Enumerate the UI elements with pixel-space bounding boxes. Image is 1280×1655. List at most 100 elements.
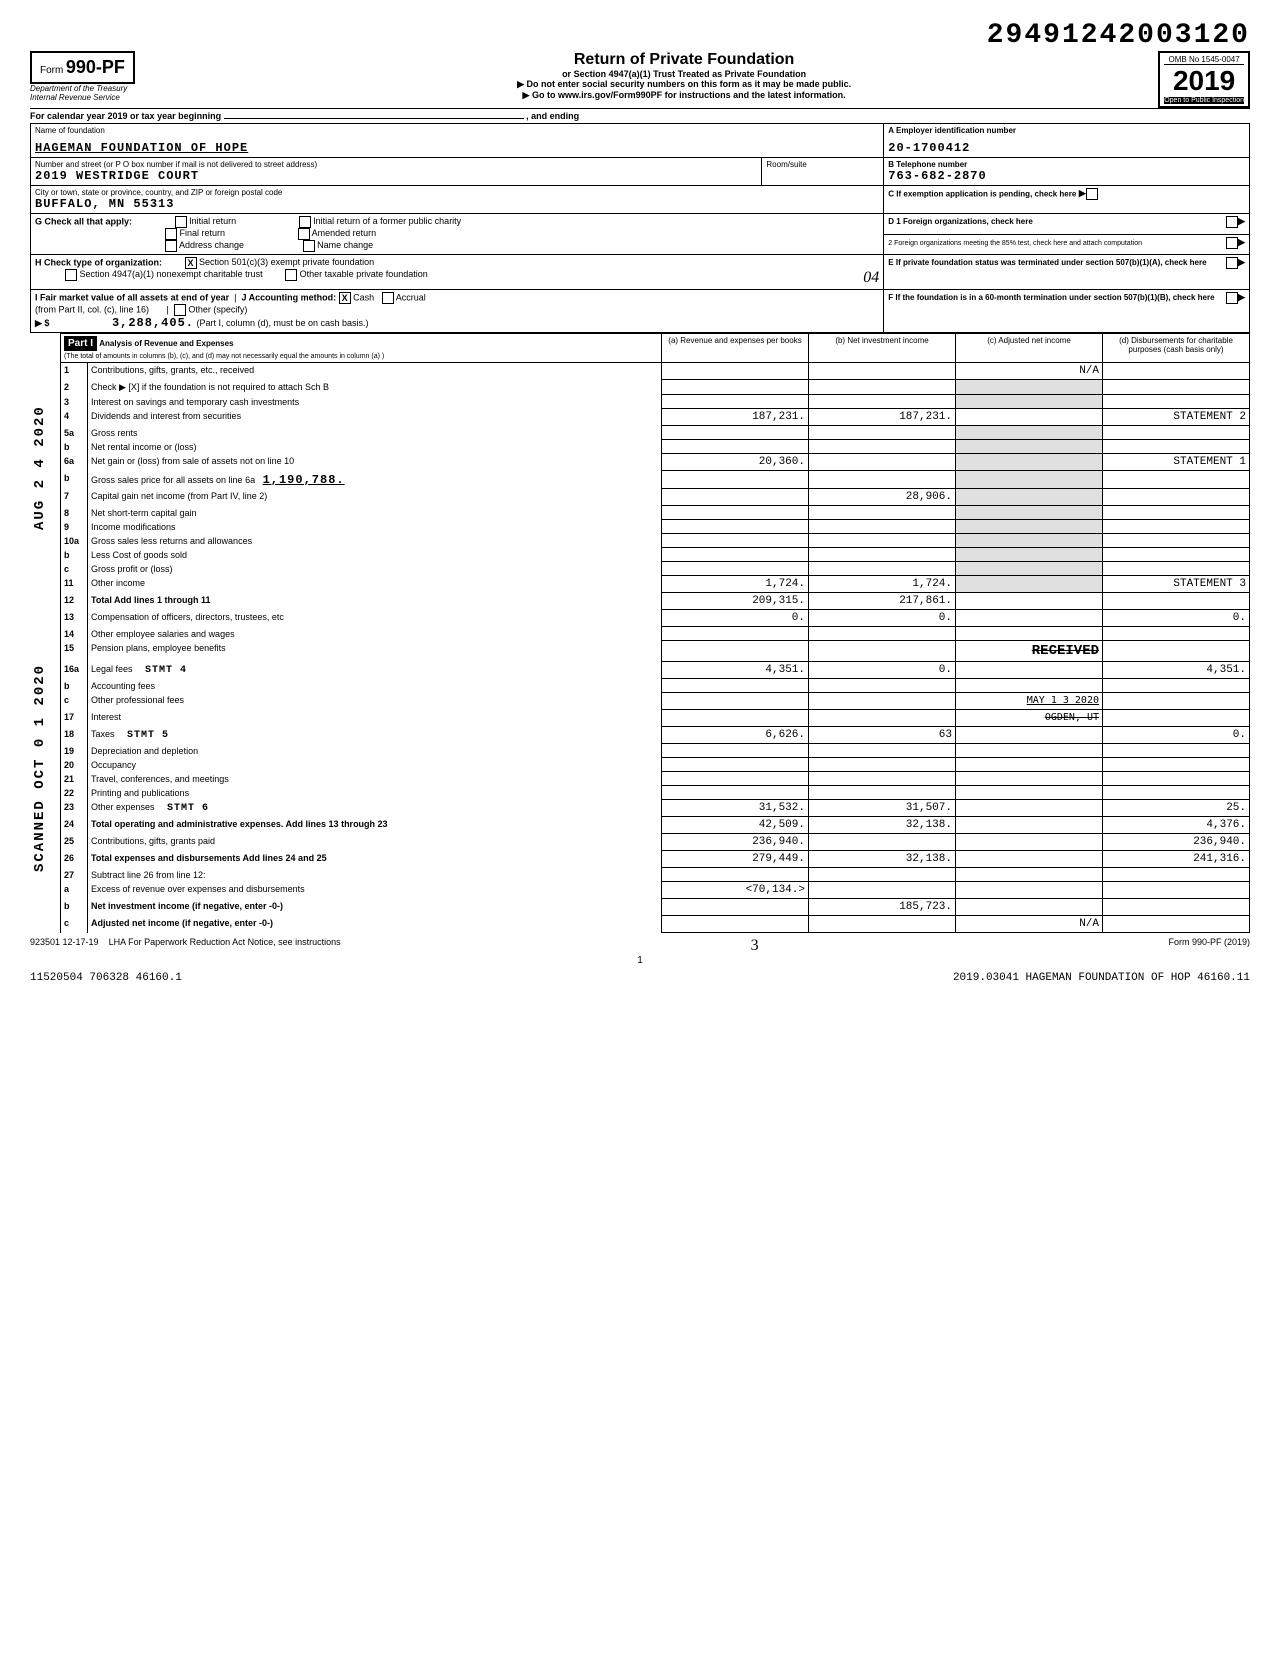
h-501c3-label: Section 501(c)(3) exempt private foundat… — [199, 257, 374, 267]
initial-former-label: Initial return of a former public charit… — [313, 216, 461, 226]
j-accrual-checkbox[interactable] — [382, 292, 394, 304]
part1-table: Part I Analysis of Revenue and Expenses … — [60, 333, 1250, 933]
inspection-label: Open to Public Inspection — [1164, 97, 1244, 104]
c-label: C If exemption application is pending, c… — [888, 189, 1076, 198]
instruction-2: ▶ Go to www.irs.gov/Form990PF for instru… — [210, 90, 1158, 101]
table-row: 7Capital gain net income (from Part IV, … — [61, 489, 1250, 506]
table-row: 10aGross sales less returns and allowanc… — [61, 534, 1250, 548]
initial-former-checkbox[interactable] — [299, 216, 311, 228]
table-row: 19Depreciation and depletion — [61, 744, 1250, 758]
calendar-ending-label: , and ending — [526, 111, 579, 121]
table-row: 3Interest on savings and temporary cash … — [61, 395, 1250, 409]
form-number: 990-PF — [66, 57, 125, 77]
form-label: Form — [40, 65, 63, 76]
d2-checkbox[interactable] — [1226, 237, 1238, 249]
name-change-checkbox[interactable] — [303, 240, 315, 252]
h-other-checkbox[interactable] — [285, 269, 297, 281]
d1-label: D 1 Foreign organizations, check here — [888, 217, 1032, 226]
addr-change-label: Address change — [179, 240, 244, 250]
h-4947-checkbox[interactable] — [65, 269, 77, 281]
i-value: 3,288,405. — [112, 316, 194, 330]
d1-checkbox[interactable] — [1226, 216, 1238, 228]
form-number-box: Form 990-PF — [30, 51, 135, 84]
final-return-label: Final return — [180, 228, 226, 238]
phone-label: B Telephone number — [888, 160, 1245, 169]
city-label: City or town, state or province, country… — [35, 188, 879, 197]
f-checkbox[interactable] — [1226, 292, 1238, 304]
table-row: bLess Cost of goods sold — [61, 548, 1250, 562]
dept-irs: Internal Revenue Service — [30, 93, 210, 102]
h-4947-label: Section 4947(a)(1) nonexempt charitable … — [80, 269, 263, 279]
table-row: 4Dividends and interest from securities1… — [61, 409, 1250, 426]
j-cash-checkbox[interactable]: X — [339, 292, 351, 304]
table-row: 5aGross rents — [61, 426, 1250, 440]
i-label: I Fair market value of all assets at end… — [35, 292, 229, 302]
ein-label: A Employer identification number — [888, 126, 1245, 135]
table-row: 22Printing and publications — [61, 786, 1250, 800]
tax-year: 2019 — [1164, 65, 1244, 97]
table-row: 20Occupancy — [61, 758, 1250, 772]
footer-bottom-right: 2019.03041 HAGEMAN FOUNDATION OF HOP 461… — [953, 972, 1250, 984]
omb-number: OMB No 1545-0047 — [1164, 55, 1244, 65]
table-row: 13Compensation of officers, directors, t… — [61, 610, 1250, 627]
c-checkbox[interactable] — [1086, 188, 1098, 200]
year-box: OMB No 1545-0047 2019 Open to Public Ins… — [1158, 51, 1250, 108]
d2-label: 2 Foreign organizations meeting the 85% … — [888, 240, 1142, 247]
initial-return-label: Initial return — [189, 216, 236, 226]
name-change-label: Name change — [317, 240, 373, 250]
form-title: Return of Private Foundation — [210, 51, 1158, 69]
table-row: 27Subtract line 26 from line 12: — [61, 868, 1250, 882]
h-label: H Check type of organization: — [35, 257, 162, 267]
table-row: bNet investment income (if negative, ent… — [61, 899, 1250, 916]
table-row: 2Check ▶ [X] if the foundation is not re… — [61, 380, 1250, 395]
initial-return-checkbox[interactable] — [175, 216, 187, 228]
document-number: 29491242003120 — [987, 20, 1250, 51]
addr-change-checkbox[interactable] — [165, 240, 177, 252]
e-label: E If private foundation status was termi… — [888, 258, 1206, 267]
h-other-label: Other taxable private foundation — [300, 269, 428, 279]
amended-checkbox[interactable] — [298, 228, 310, 240]
street-address: 2019 WESTRIDGE COURT — [35, 169, 757, 183]
table-row: bAccounting fees — [61, 679, 1250, 693]
footer-bottom-left: 11520504 706328 46160.1 — [30, 972, 182, 984]
final-return-checkbox[interactable] — [165, 228, 177, 240]
footer-lha: LHA For Paperwork Reduction Act Notice, … — [109, 937, 341, 947]
col-b-header: (b) Net investment income — [809, 334, 956, 363]
e-checkbox[interactable] — [1226, 257, 1238, 269]
table-row: 17InterestOGDEN, UT — [61, 710, 1250, 727]
footer-form: Form 990-PF (2019) — [1168, 937, 1250, 955]
table-row: 26Total expenses and disbursements Add l… — [61, 851, 1250, 868]
j-label: J Accounting method: — [241, 292, 336, 302]
j-accrual-label: Accrual — [396, 292, 426, 302]
calendar-year-label: For calendar year 2019 or tax year begin… — [30, 111, 221, 121]
identity-table: Name of foundation HAGEMAN FOUNDATION OF… — [30, 123, 1250, 333]
table-row: bGross sales price for all assets on lin… — [61, 471, 1250, 489]
g-label: G Check all that apply: — [35, 216, 132, 226]
footer-code: 923501 12-17-19 — [30, 937, 99, 947]
j-cash-label: Cash — [353, 292, 374, 302]
table-row: 15Pension plans, employee benefitsRECEIV… — [61, 641, 1250, 662]
table-row: 16aLegal fees STMT 44,351.0.4,351. — [61, 662, 1250, 679]
col-a-header: (a) Revenue and expenses per books — [662, 334, 809, 363]
table-row: bNet rental income or (loss) — [61, 440, 1250, 454]
room-label: Room/suite — [766, 160, 879, 169]
form-subtitle: or Section 4947(a)(1) Trust Treated as P… — [210, 69, 1158, 79]
table-row: aExcess of revenue over expenses and dis… — [61, 882, 1250, 899]
instruction-1: ▶ Do not enter social security numbers o… — [210, 79, 1158, 90]
table-row: 24Total operating and administrative exp… — [61, 817, 1250, 834]
table-row: 11Other income1,724.1,724.STATEMENT 3 — [61, 576, 1250, 593]
amended-label: Amended return — [312, 228, 377, 238]
phone-value: 763-682-2870 — [888, 169, 1245, 183]
table-row: 12Total Add lines 1 through 11209,315.21… — [61, 593, 1250, 610]
side-aug-stamp: AUG 2 4 2020 — [30, 366, 60, 570]
table-row: 8Net short-term capital gain — [61, 506, 1250, 520]
table-row: 1Contributions, gifts, grants, etc., rec… — [61, 363, 1250, 380]
dept-treasury: Department of the Treasury — [30, 84, 210, 93]
table-row: 9Income modifications — [61, 520, 1250, 534]
part1-note: (The total of amounts in columns (b), (c… — [64, 353, 384, 360]
side-scanned-stamp: SCANNED OCT 0 1 2020 — [30, 636, 60, 900]
footer-page: 1 — [30, 955, 1250, 966]
h-501c3-checkbox[interactable]: X — [185, 257, 197, 269]
table-row: cGross profit or (loss) — [61, 562, 1250, 576]
j-other-checkbox[interactable] — [174, 304, 186, 316]
